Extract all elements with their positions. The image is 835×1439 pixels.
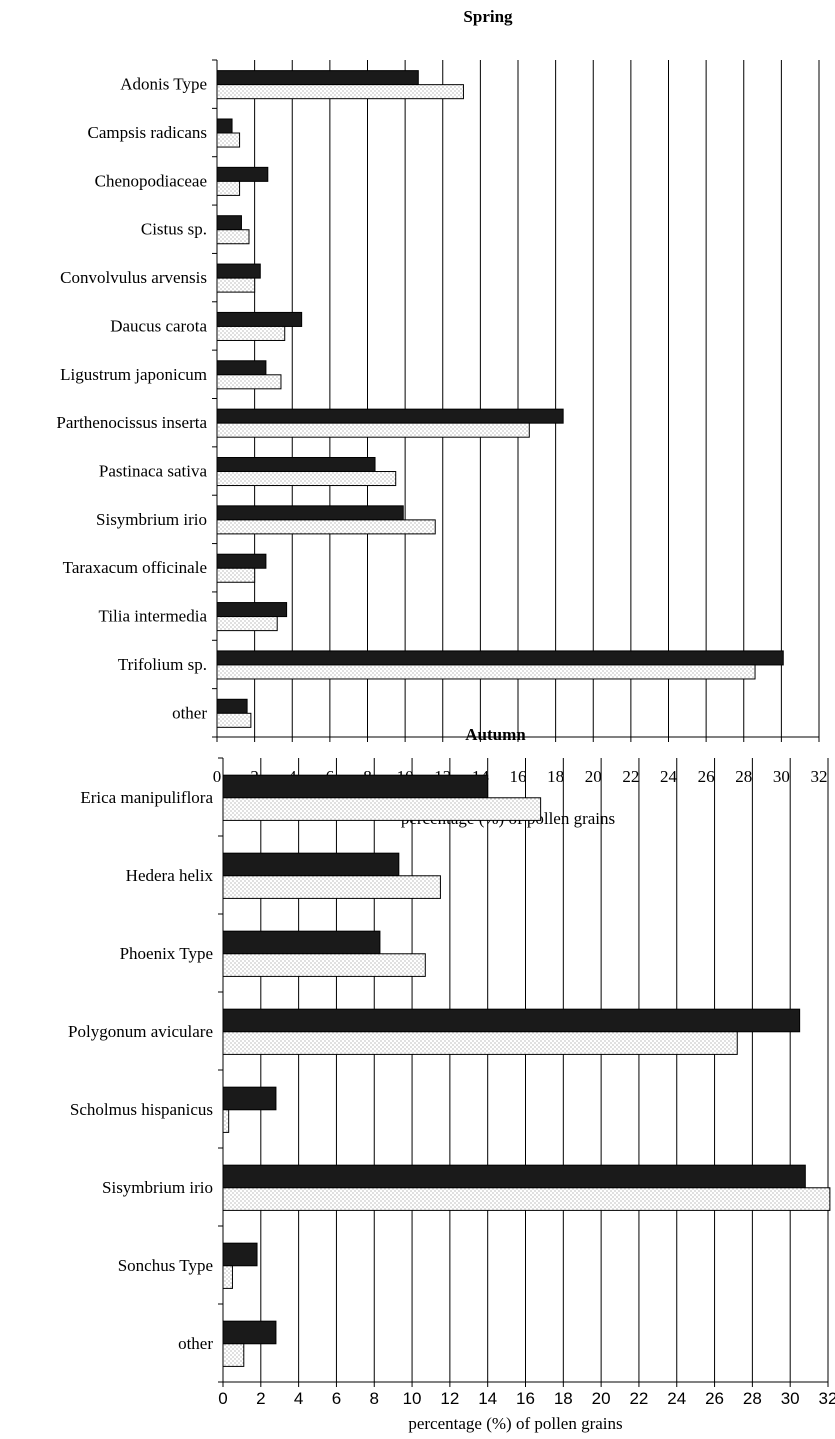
bar-series-1	[222, 1008, 801, 1033]
bar-series-2	[216, 277, 256, 293]
category-label: Sisymbrium irio	[96, 510, 207, 529]
x-tick-label: 18	[554, 1389, 573, 1408]
x-tick-label: 12	[440, 1389, 459, 1408]
bar-series-1	[222, 1320, 277, 1345]
bar-series-1	[216, 166, 269, 182]
bar-series-1	[216, 408, 564, 424]
x-tick-label: 6	[332, 1389, 341, 1408]
bar-series-2	[222, 875, 441, 899]
x-tick-label: 8	[370, 1389, 379, 1408]
x-tick-label: 2	[256, 1389, 265, 1408]
chart-title: Autumn	[465, 725, 526, 744]
x-tick-label: 32	[819, 1389, 835, 1408]
bar-series-2	[216, 422, 530, 438]
bar-series-2	[216, 229, 250, 245]
bar-series-1	[216, 650, 784, 666]
bar-series-2	[222, 1343, 245, 1367]
bar-series-2	[216, 180, 241, 196]
bar-series-1	[216, 360, 267, 376]
category-label: Taraxacum officinale	[63, 558, 207, 577]
bar-series-1	[216, 215, 242, 231]
bar-series-2	[216, 519, 436, 535]
bar-series-2	[222, 953, 426, 977]
x-tick-label: 20	[592, 1389, 611, 1408]
bar-series-1	[222, 852, 400, 877]
x-tick-label: 10	[403, 1389, 422, 1408]
bar-series-1	[216, 70, 419, 86]
bar-series-1	[222, 1164, 806, 1189]
category-label: other	[178, 1334, 213, 1353]
category-label: Chenopodiaceae	[95, 171, 207, 190]
bar-series-2	[216, 374, 282, 390]
category-label: Phoenix Type	[120, 944, 213, 963]
x-tick-label: 18	[547, 767, 564, 786]
bar-series-1	[216, 602, 288, 618]
x-tick-label: 0	[218, 1389, 227, 1408]
bar-series-2	[216, 616, 278, 632]
x-tick-label: 28	[743, 1389, 762, 1408]
category-label: Convolvulus arvensis	[60, 268, 207, 287]
category-label: Polygonum aviculare	[68, 1022, 213, 1041]
bar-series-2	[216, 325, 286, 341]
category-label: Pastinaca sativa	[99, 462, 208, 481]
chart-title: Spring	[463, 7, 513, 26]
x-tick-label: 30	[781, 1389, 800, 1408]
x-axis-label: percentage (%) of pollen grains	[408, 1414, 622, 1433]
x-tick-label: 16	[510, 767, 527, 786]
bar-series-2	[216, 664, 756, 680]
bar-series-1	[216, 118, 233, 134]
bar-series-2	[216, 84, 464, 100]
x-tick-label: 20	[585, 767, 602, 786]
bar-series-2	[222, 1031, 738, 1055]
x-tick-label: 32	[811, 767, 828, 786]
bar-series-2	[222, 1187, 831, 1211]
bar-series-2	[216, 471, 397, 487]
x-tick-label: 4	[294, 1389, 303, 1408]
category-label: Hedera helix	[126, 866, 214, 885]
bar-series-1	[216, 553, 267, 569]
category-label: Sisymbrium irio	[102, 1178, 213, 1197]
bar-series-2	[222, 797, 542, 821]
bar-series-2	[222, 1265, 233, 1289]
x-tick-label: 26	[705, 1389, 724, 1408]
category-label: other	[172, 703, 207, 722]
category-label: Tilia intermedia	[99, 607, 208, 626]
category-label: Ligustrum japonicum	[60, 365, 207, 384]
category-label: Scholmus hispanicus	[70, 1100, 213, 1119]
x-tick-label: 0	[213, 767, 222, 786]
x-tick-label: 16	[516, 1389, 535, 1408]
category-label: Adonis Type	[120, 75, 207, 94]
x-tick-label: 24	[667, 1389, 686, 1408]
bar-series-2	[216, 567, 256, 583]
category-label: Parthenocissus inserta	[56, 413, 207, 432]
category-label: Daucus carota	[110, 316, 207, 335]
bar-series-1	[222, 1242, 258, 1267]
x-tick-label: 14	[478, 1389, 497, 1408]
bar-series-2	[216, 132, 241, 148]
bar-series-1	[222, 1086, 277, 1111]
x-tick-label: 30	[773, 767, 790, 786]
category-label: Campsis radicans	[88, 123, 207, 142]
category-label: Trifolium sp.	[118, 655, 207, 674]
bar-series-1	[216, 505, 404, 521]
x-tick-label: 22	[629, 1389, 648, 1408]
bar-series-2	[222, 1109, 230, 1133]
x-tick-label: 26	[698, 767, 715, 786]
bar-series-1	[216, 456, 376, 473]
x-tick-label: 28	[735, 767, 752, 786]
category-label: Sonchus Type	[118, 1256, 213, 1275]
spring-chart: Spring02468101214161820222426283032Adoni…	[56, 7, 827, 828]
bar-series-1	[216, 263, 261, 279]
bar-series-2	[216, 712, 252, 728]
x-tick-label: 24	[660, 767, 678, 786]
category-label: Erica manipuliflora	[80, 788, 213, 807]
category-label: Cistus sp.	[141, 220, 207, 239]
x-tick-label: 22	[622, 767, 639, 786]
bar-series-1	[222, 930, 381, 955]
bar-series-1	[216, 698, 248, 714]
bar-series-1	[222, 774, 489, 799]
bar-series-1	[216, 311, 303, 327]
